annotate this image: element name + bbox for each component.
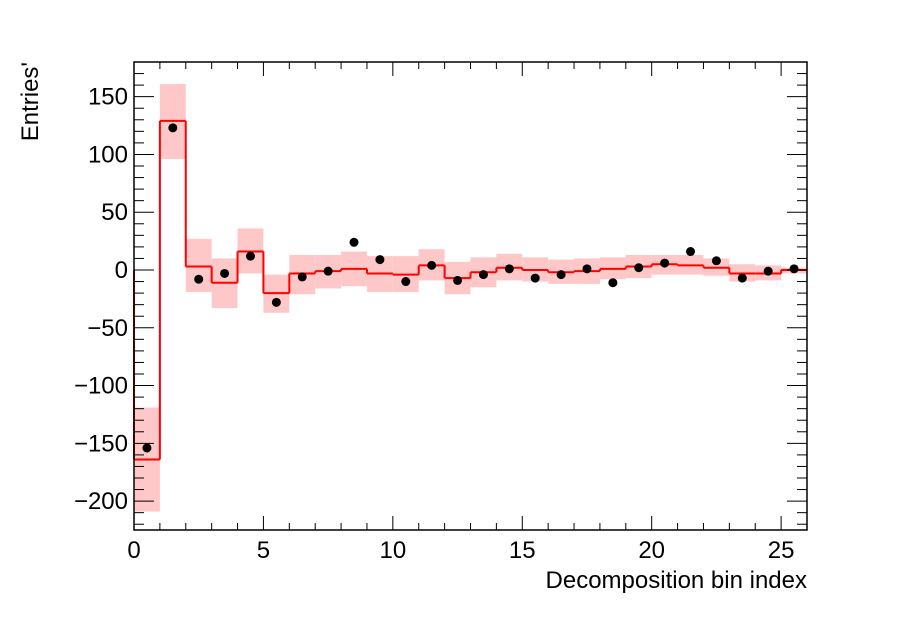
error-band-bin-2 — [185, 238, 212, 292]
x-axis-label: Decomposition bin index — [546, 567, 807, 594]
data-point-9 — [375, 255, 385, 265]
x-tick-label: 25 — [768, 537, 795, 564]
data-point-14 — [504, 264, 514, 274]
data-point-21 — [686, 247, 696, 257]
y-axis-label: Entries' — [17, 62, 44, 141]
data-point-22 — [711, 256, 721, 266]
data-point-24 — [763, 266, 773, 276]
data-point-18 — [608, 278, 618, 288]
data-point-4 — [245, 251, 255, 261]
data-point-25 — [789, 264, 799, 274]
data-point-0 — [142, 443, 152, 453]
x-tick-label: 10 — [379, 537, 406, 564]
data-point-19 — [634, 263, 644, 273]
y-tick-label: −50 — [87, 315, 128, 342]
data-point-17 — [582, 264, 592, 274]
y-tick-label: 50 — [101, 199, 128, 226]
data-points-layer — [142, 123, 799, 453]
data-point-10 — [401, 277, 411, 287]
y-tick-label: 150 — [88, 84, 128, 111]
data-point-3 — [220, 268, 230, 278]
y-tick-label: −100 — [74, 373, 128, 400]
y-tick-label: −150 — [74, 430, 128, 457]
x-tick-label: 15 — [509, 537, 536, 564]
data-point-20 — [660, 258, 670, 268]
x-tick-label: 5 — [257, 537, 270, 564]
data-point-12 — [453, 275, 463, 285]
data-point-15 — [530, 273, 540, 283]
y-tick-label: 0 — [115, 257, 128, 284]
data-point-13 — [478, 270, 488, 280]
y-tick-label: 100 — [88, 141, 128, 168]
y-tick-label: −200 — [74, 488, 128, 515]
data-point-8 — [349, 237, 359, 247]
data-point-5 — [271, 297, 281, 307]
x-tick-label: 20 — [638, 537, 665, 564]
x-axis-ticks: 0 5 10 15 20 25 — [127, 62, 808, 564]
data-point-7 — [323, 266, 333, 276]
y-axis-ticks: −200 −150 −100 −50 0 50 100 150 — [74, 73, 807, 525]
data-point-2 — [194, 274, 204, 284]
data-point-6 — [297, 272, 307, 282]
data-point-16 — [556, 270, 566, 280]
x-tick-label: 0 — [127, 537, 140, 564]
data-point-1 — [168, 123, 178, 133]
data-point-11 — [427, 260, 437, 270]
data-point-23 — [737, 273, 747, 283]
